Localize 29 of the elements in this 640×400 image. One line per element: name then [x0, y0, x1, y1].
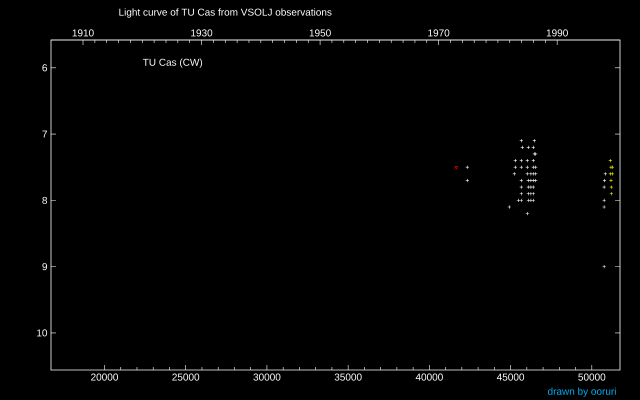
- x-tick-label: 45000: [496, 374, 524, 381]
- y-tick-label: 8: [42, 196, 48, 204]
- point: [602, 178, 606, 182]
- annotation: TU Cas (CW): [142, 58, 202, 68]
- x2-tick-label: 1990: [546, 29, 568, 36]
- x2-tick-label: 1970: [428, 29, 450, 36]
- point: [454, 166, 458, 170]
- y-tick-label: 6: [42, 64, 48, 72]
- y-tick-label: 7: [42, 130, 47, 138]
- point: [534, 178, 538, 182]
- x-tick-label: 40000: [416, 374, 443, 381]
- x2-tick-label: 1910: [72, 29, 94, 36]
- x2-tick-label: 1950: [310, 29, 331, 36]
- x-tick-label: 30000: [253, 374, 280, 381]
- x-tick-label: 25000: [172, 374, 200, 381]
- point: [519, 178, 524, 182]
- point: [465, 178, 470, 182]
- y-tick-label: 10: [37, 329, 48, 336]
- point: [602, 205, 606, 209]
- y-tick-label: 9: [42, 263, 47, 270]
- x-tick-label: 20000: [91, 374, 118, 381]
- x-tick-label: 35000: [334, 374, 362, 381]
- x-tick-label: 50000: [578, 374, 606, 381]
- x2-tick-label: 1930: [191, 29, 212, 36]
- point: [507, 205, 512, 209]
- point: [526, 178, 530, 182]
- point: [609, 178, 613, 182]
- text: drawn by ooruri: [548, 388, 616, 397]
- chart-title: Light curve of TU Cas from VSOLJ observations: [119, 8, 332, 18]
